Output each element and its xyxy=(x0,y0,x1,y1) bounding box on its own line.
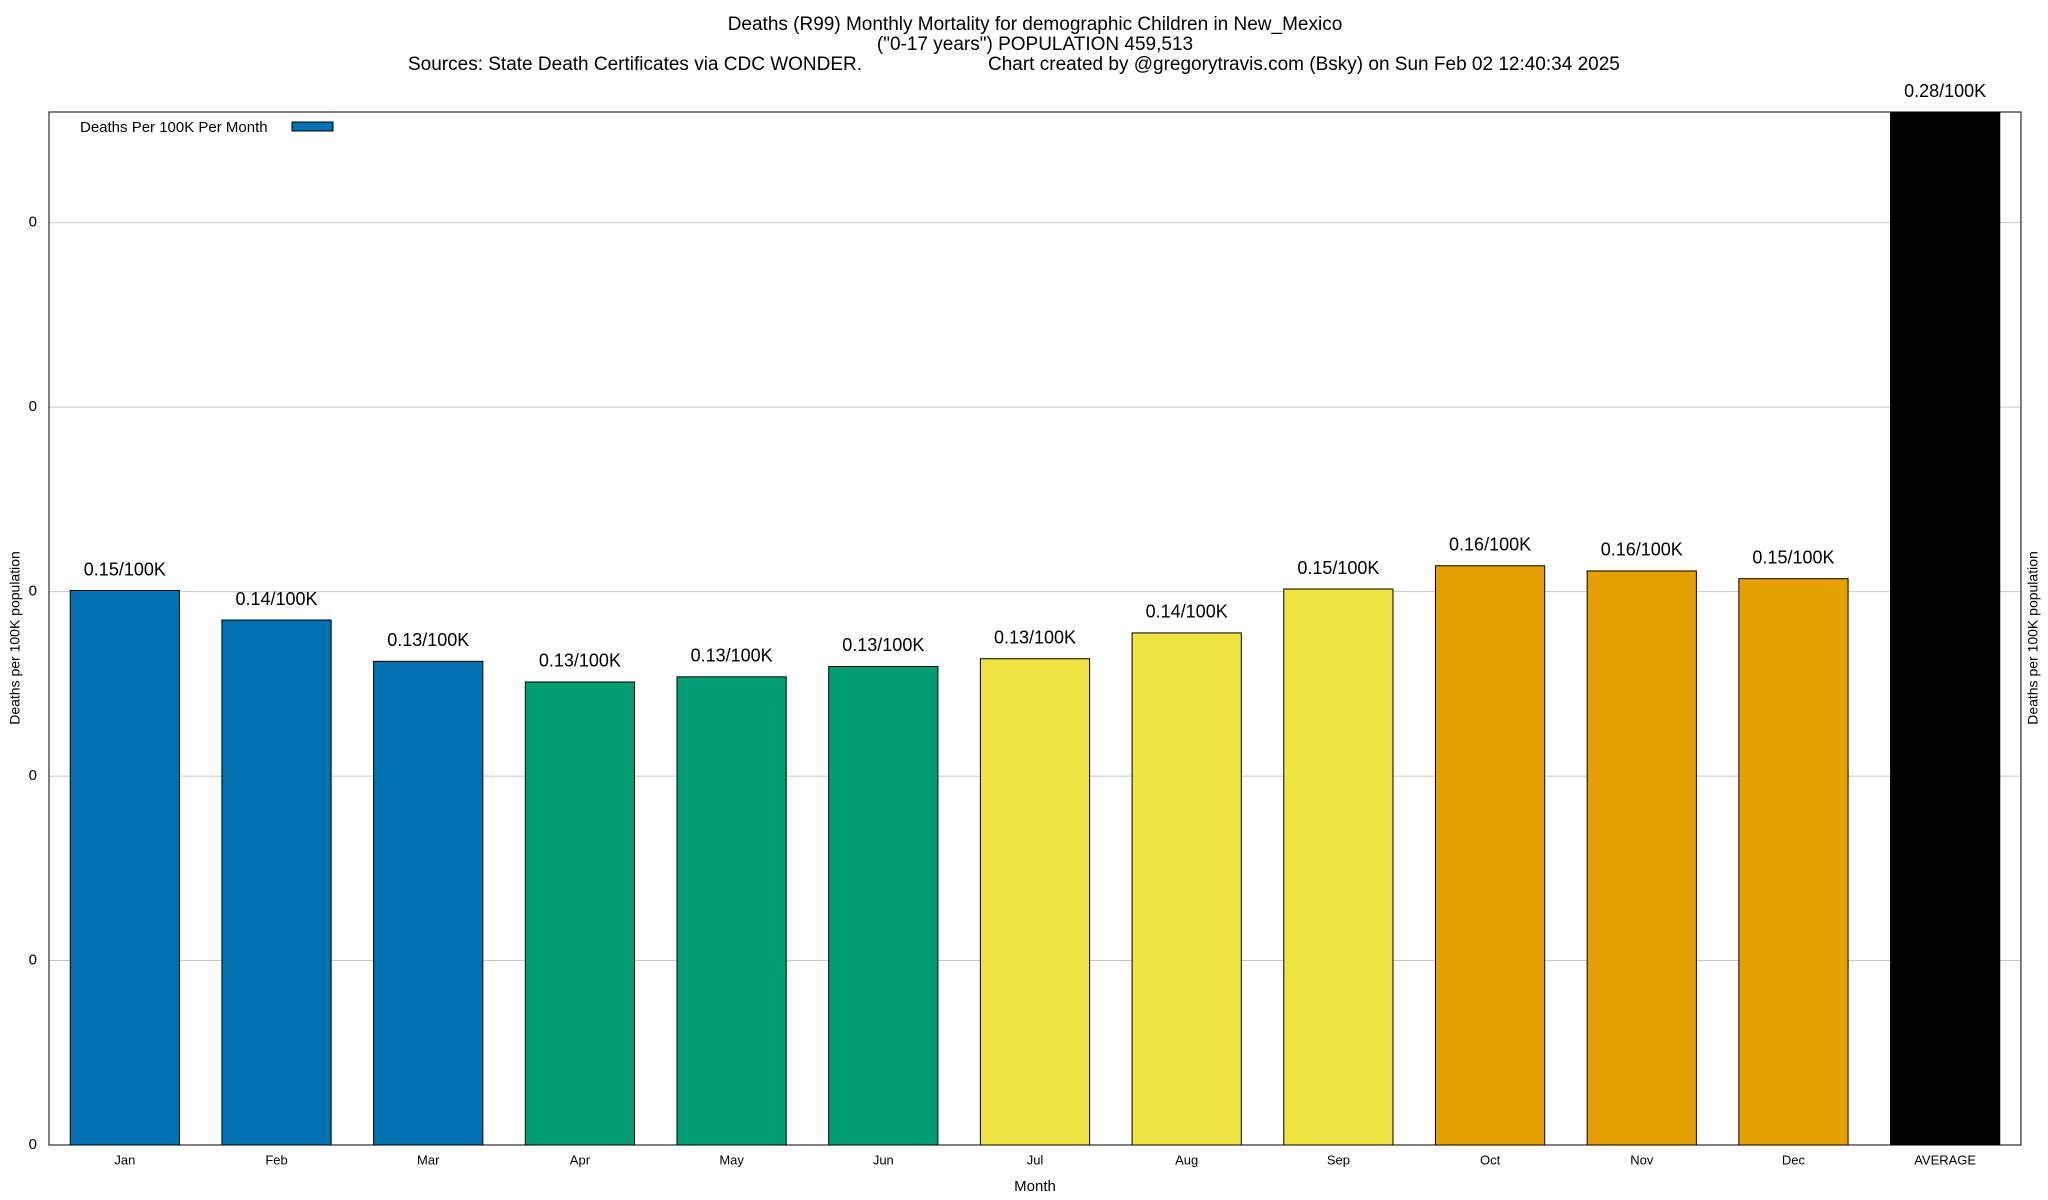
x-tick-label: Mar xyxy=(417,1152,440,1167)
bar xyxy=(1131,632,1242,1145)
value-label: 0.14/100K xyxy=(235,589,317,609)
y-tick-label: 0 xyxy=(29,583,37,600)
legend-swatch xyxy=(291,121,334,132)
chart-subtitle: ("0-17 years") POPULATION 459,513 xyxy=(877,34,1193,55)
legend: Deaths Per 100K Per Month xyxy=(80,119,334,136)
x-tick-label: Sep xyxy=(1327,1152,1350,1167)
x-tick-label: Dec xyxy=(1782,1152,1806,1167)
value-label: 0.13/100K xyxy=(994,628,1076,648)
x-tick-label: Oct xyxy=(1480,1152,1501,1167)
bar xyxy=(1283,588,1394,1145)
value-label: 0.13/100K xyxy=(691,646,773,666)
value-label: 0.13/100K xyxy=(387,630,469,650)
y-tick-label: 0 xyxy=(29,214,37,231)
bar xyxy=(69,590,180,1145)
value-label: 0.14/100K xyxy=(1146,602,1228,622)
value-label: 0.28/100K xyxy=(1904,81,1986,101)
chart-title: Deaths (R99) Monthly Mortality for demog… xyxy=(728,14,1343,35)
x-tick-label: Apr xyxy=(570,1152,591,1167)
x-tick-label: Feb xyxy=(265,1152,287,1167)
value-label: 0.15/100K xyxy=(84,559,166,579)
bar xyxy=(979,658,1091,1145)
credit: Chart created by @gregorytravis.com (Bsk… xyxy=(988,54,1620,75)
legend-label: Deaths Per 100K Per Month xyxy=(80,119,268,136)
bar xyxy=(676,676,787,1145)
bars xyxy=(69,112,2001,1145)
bar xyxy=(828,665,939,1145)
source: Sources: State Death Certificates via CD… xyxy=(408,54,862,75)
y-tick-label: 0 xyxy=(29,952,37,969)
bar xyxy=(524,681,636,1145)
y-tick-label: 0 xyxy=(29,398,37,415)
y-tick-label: 0 xyxy=(29,1136,37,1153)
bar xyxy=(1738,578,1849,1145)
y2-axis-label: Deaths per 100K population xyxy=(2025,551,2041,725)
bar xyxy=(1434,565,1546,1145)
y-axis-label: Deaths per 100K population xyxy=(7,551,23,725)
value-label: 0.15/100K xyxy=(1297,558,1379,578)
x-tick-label: Jan xyxy=(114,1152,135,1167)
value-label: 0.15/100K xyxy=(1752,547,1834,567)
value-label: 0.13/100K xyxy=(539,651,621,671)
value-label: 0.13/100K xyxy=(842,635,924,655)
plot-frame xyxy=(48,111,2022,1146)
value-label: 0.16/100K xyxy=(1449,535,1531,555)
x-tick-label: Aug xyxy=(1175,1152,1198,1167)
x-tick-label: Jun xyxy=(873,1152,894,1167)
x-tick-label: May xyxy=(719,1152,744,1167)
x-tick-label: AVERAGE xyxy=(1914,1152,1976,1167)
bar xyxy=(373,660,484,1145)
bar xyxy=(1890,112,2001,1145)
bar xyxy=(1586,570,1697,1145)
x-tick-label: Nov xyxy=(1630,1152,1654,1167)
x-axis-label: Month xyxy=(1014,1178,1056,1195)
bar xyxy=(221,619,332,1145)
y-tick-label: 0 xyxy=(29,767,37,784)
x-tick-label: Jul xyxy=(1027,1152,1044,1167)
value-label: 0.16/100K xyxy=(1601,540,1683,560)
